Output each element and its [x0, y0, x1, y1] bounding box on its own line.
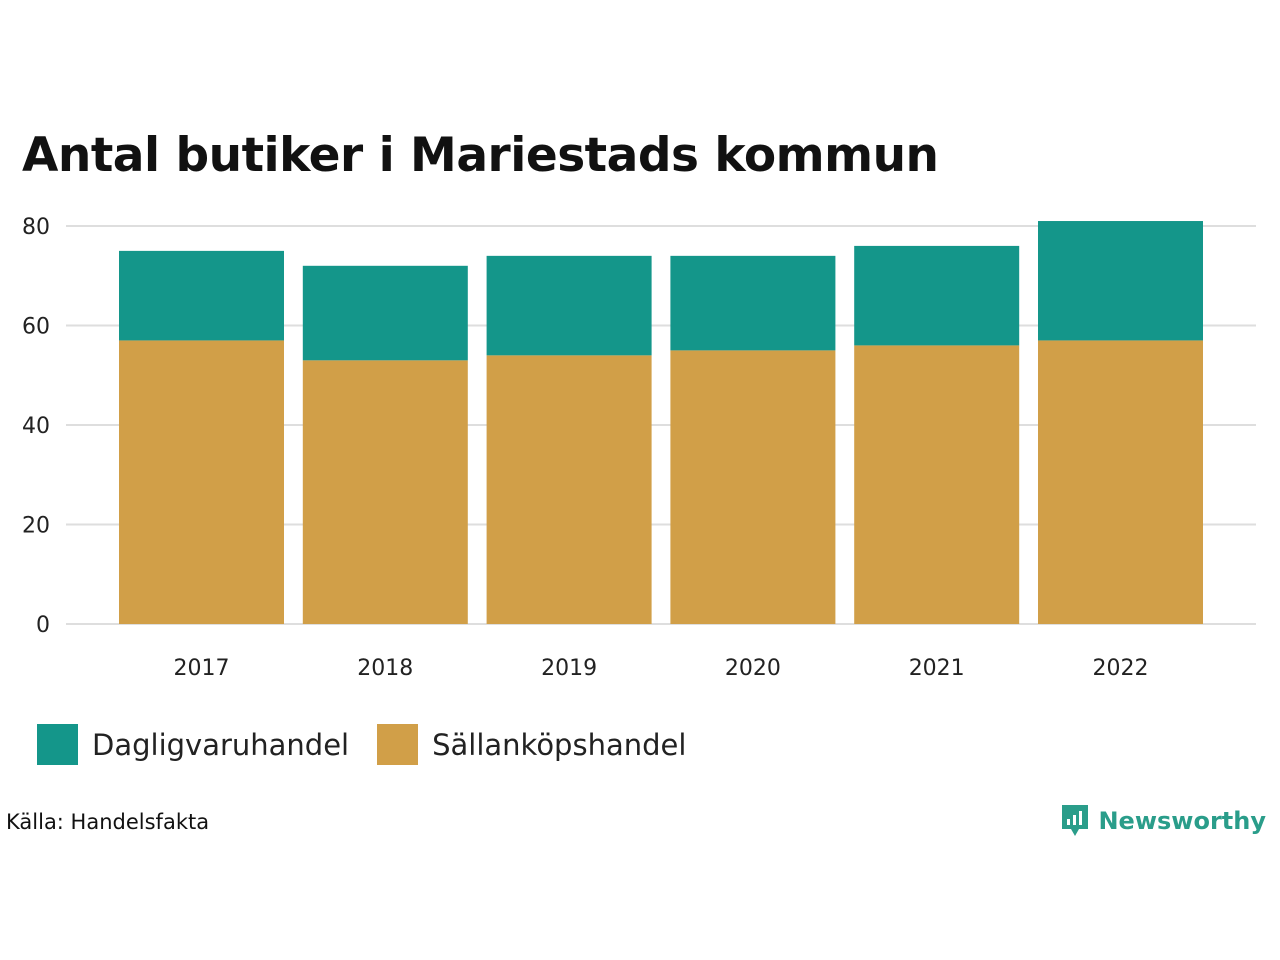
legend-label-dagligvaruhandel: Dagligvaruhandel — [92, 727, 350, 762]
y-tick-label-60: 60 — [22, 315, 50, 340]
x-tick-label-2018: 2018 — [357, 656, 413, 681]
bar-s-llank-pshandel-2022 — [1038, 340, 1203, 624]
x-axis-ticks: 2017 2018 2019 2020 2021 2022 — [174, 656, 1149, 681]
bar-s-llank-pshandel-2021 — [854, 345, 1020, 624]
x-tick-label-2022: 2022 — [1093, 656, 1149, 681]
bar-s-llank-pshandel-2018 — [302, 360, 468, 624]
brand-name: Newsworthy — [1098, 807, 1266, 835]
legend-label-sallankopshandel: Sällanköpshandel — [432, 727, 687, 762]
stacked-bar-chart: 0 20 40 60 80 2017 2018 2019 2020 2021 2022 — [22, 215, 1256, 681]
bar-s-llank-pshandel-2017 — [119, 340, 284, 624]
bar-dagligvaruhandel-2017 — [119, 250, 284, 341]
x-tick-label-2019: 2019 — [541, 656, 597, 681]
bar-s-llank-pshandel-2020 — [670, 350, 836, 624]
bar-dagligvaruhandel-2018 — [302, 265, 468, 361]
y-axis-ticks: 0 20 40 60 80 — [22, 215, 50, 638]
y-tick-label-0: 0 — [36, 613, 50, 638]
x-tick-label-2021: 2021 — [909, 656, 965, 681]
bar-s-llank-pshandel-2019 — [486, 355, 652, 624]
bar-dagligvaruhandel-2020 — [670, 255, 836, 351]
legend-item-dagligvaruhandel: Dagligvaruhandel — [37, 724, 349, 765]
legend-swatch-dagligvaruhandel — [37, 724, 78, 765]
chart-title: Antal butiker i Mariestads kommun — [22, 128, 939, 183]
y-tick-label-20: 20 — [22, 514, 50, 539]
newsworthy-logo-icon — [1062, 805, 1089, 836]
x-tick-label-2017: 2017 — [174, 656, 230, 681]
y-tick-label-40: 40 — [22, 414, 50, 439]
bar-dagligvaruhandel-2021 — [854, 245, 1020, 346]
brand: Newsworthy — [1060, 803, 1266, 839]
legend-item-sallankopshandel: Sällanköpshandel — [377, 724, 686, 765]
legend-swatch-sallankopshandel — [377, 724, 419, 765]
legend: Dagligvaruhandel Sällanköpshandel — [37, 724, 714, 765]
bars — [119, 221, 1203, 624]
source-note: Källa: Handelsfakta — [6, 810, 210, 834]
x-tick-label-2020: 2020 — [725, 656, 781, 681]
y-tick-label-80: 80 — [22, 215, 50, 240]
bar-dagligvaruhandel-2019 — [486, 255, 652, 356]
bar-dagligvaruhandel-2022 — [1038, 221, 1203, 341]
